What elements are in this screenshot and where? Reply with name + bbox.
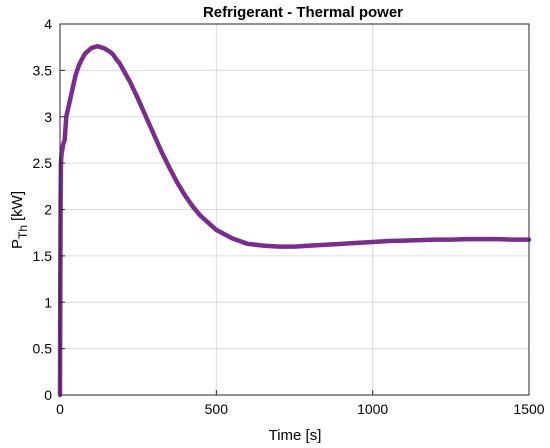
x-tick-label: 500 bbox=[205, 401, 229, 417]
y-tick-label: 3.5 bbox=[33, 62, 53, 78]
ticks: 0 500 1000 1500 0 0.5 1 1.5 2 2.5 3 3.5 4 bbox=[33, 16, 545, 417]
x-tick-label: 0 bbox=[56, 401, 64, 417]
y-axis-label-main: P bbox=[9, 239, 26, 249]
series-layer bbox=[57, 44, 532, 398]
y-axis-label: PTh [kW] bbox=[9, 191, 30, 249]
y-tick-label: 4 bbox=[44, 16, 52, 32]
series-line bbox=[57, 44, 532, 398]
y-tick-label: 1 bbox=[44, 294, 52, 310]
y-axis-label-unit: [kW] bbox=[9, 191, 26, 221]
y-tick-label: 2 bbox=[44, 202, 52, 218]
y-tick-label: 2.5 bbox=[33, 155, 53, 171]
y-axis-label-subscript: Th bbox=[16, 225, 30, 239]
grid bbox=[60, 24, 529, 395]
x-tick-label: 1000 bbox=[357, 401, 388, 417]
y-tick-label: 0 bbox=[44, 387, 52, 403]
x-axis-label: Time [s] bbox=[269, 427, 322, 444]
x-tick-label: 1500 bbox=[513, 401, 544, 417]
chart-title: Refrigerant - Thermal power bbox=[203, 4, 403, 21]
y-tick-label: 0.5 bbox=[33, 341, 53, 357]
y-tick-label: 1.5 bbox=[33, 248, 53, 264]
y-tick-label: 3 bbox=[44, 109, 52, 125]
